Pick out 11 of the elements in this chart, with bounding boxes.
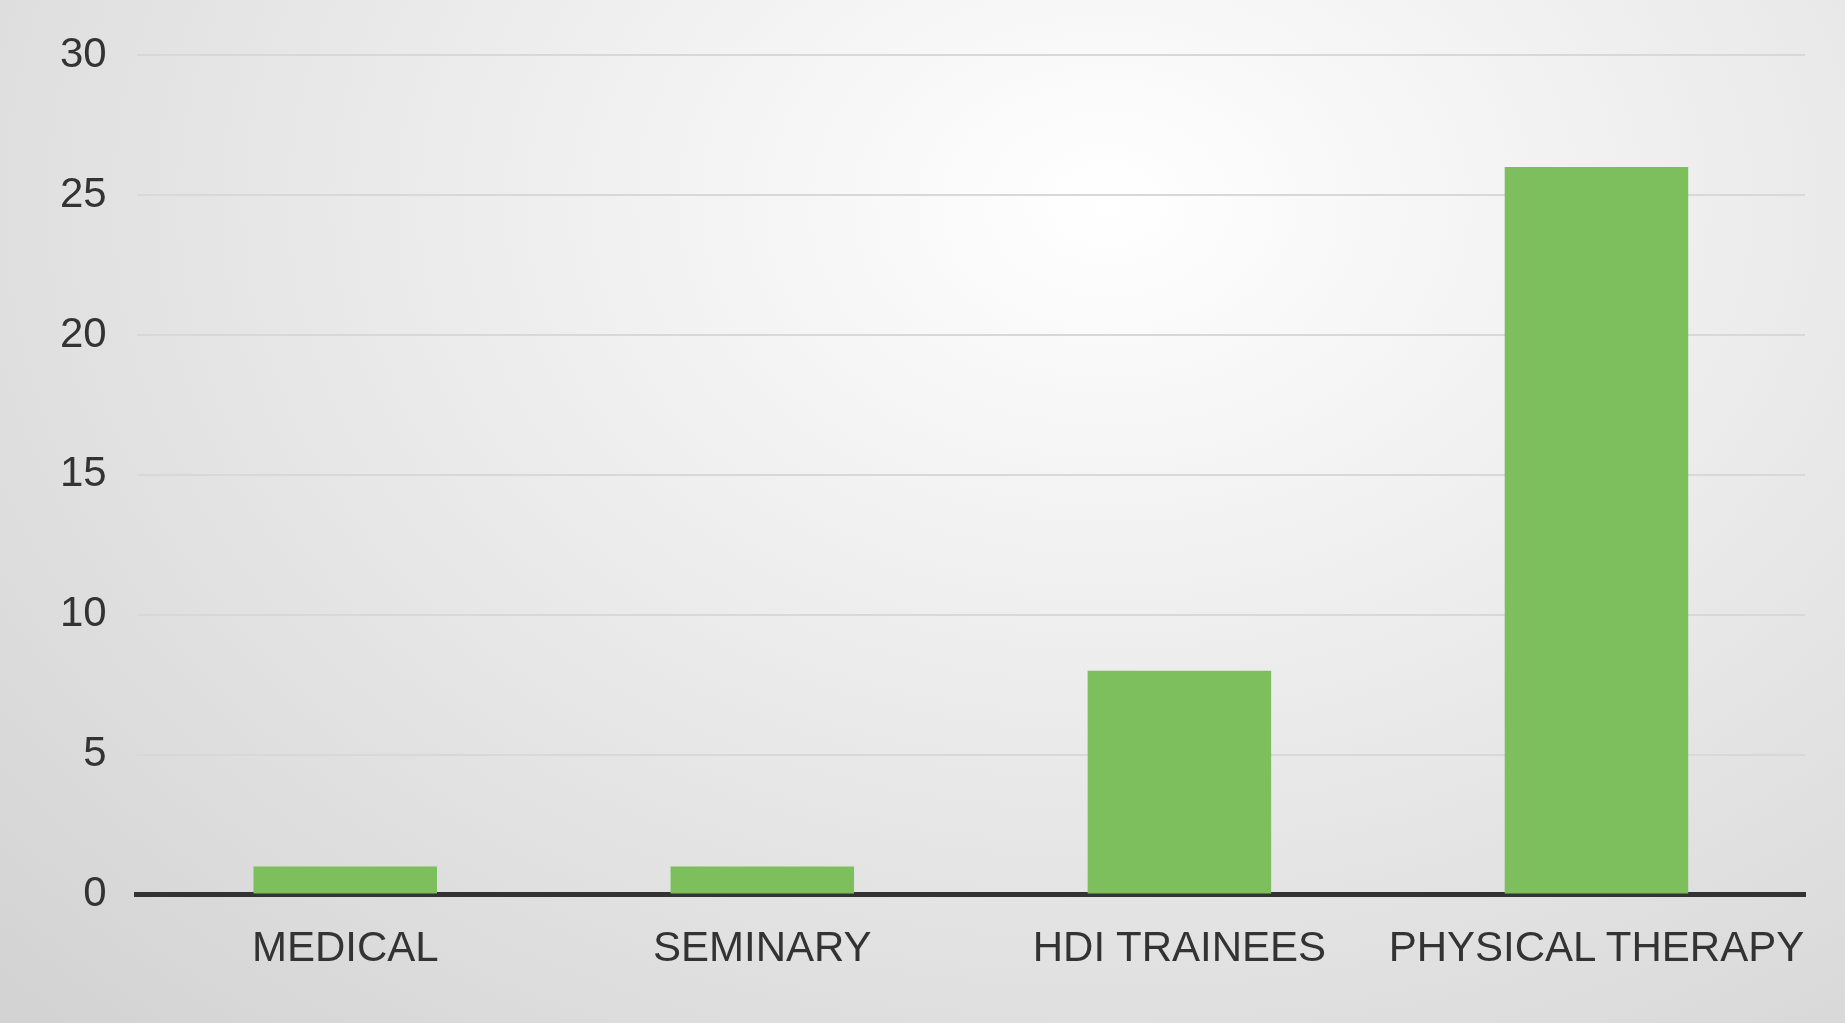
x-tick-label: PHYSICAL THERAPY: [1388, 923, 1805, 971]
y-tick-label: 20: [60, 308, 107, 356]
x-tick-label: SEMINARY: [653, 923, 872, 971]
x-tick-label: HDI TRAINEES: [1032, 923, 1327, 971]
x-tick-label: MEDICAL: [251, 923, 439, 971]
y-tick-label: 30: [60, 28, 107, 76]
y-tick-label: 0: [83, 868, 107, 916]
y-tick-label: 15: [60, 448, 107, 496]
y-tick-label: 5: [83, 728, 107, 776]
y-tick-label: 25: [60, 168, 107, 216]
y-tick-label: 10: [60, 588, 107, 636]
